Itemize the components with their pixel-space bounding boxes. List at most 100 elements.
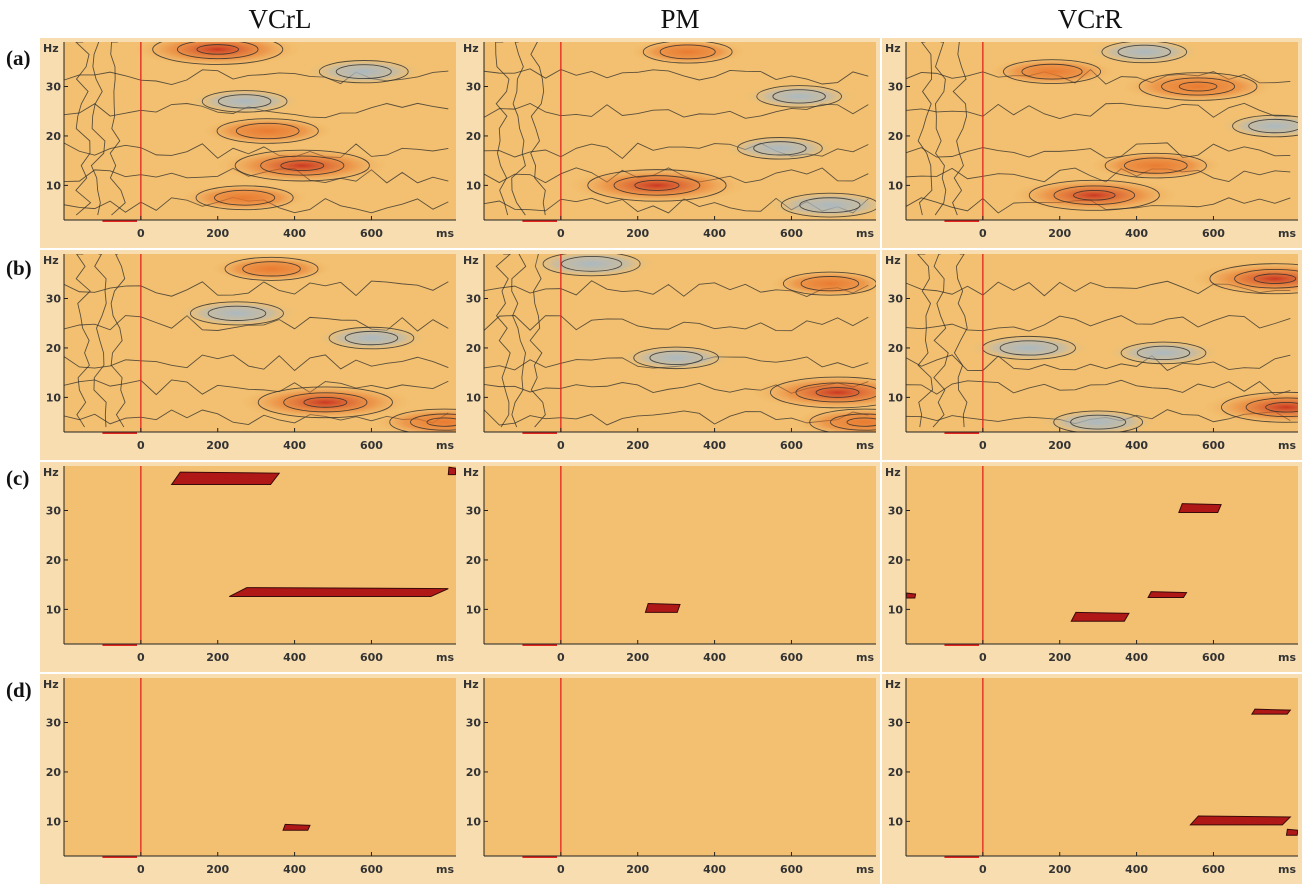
x-tick-label: 200 <box>206 863 229 876</box>
x-axis-label: ms <box>856 651 874 664</box>
contour-line <box>410 413 456 431</box>
panel-plot-a-vcrr: Hz 10 20 30 0 200 400 600 ms <box>882 38 1302 248</box>
contour-line <box>495 42 510 216</box>
y-tick-label: 10 <box>46 603 62 616</box>
x-tick-label: 200 <box>206 227 229 240</box>
y-tick-label: 30 <box>888 717 904 730</box>
contour-line <box>953 254 968 428</box>
x-tick-label: 200 <box>626 651 649 664</box>
contour-line <box>1178 81 1218 92</box>
significance-cluster <box>229 587 449 598</box>
spectral-blob <box>1106 340 1220 366</box>
plot-background <box>906 678 1298 856</box>
contour-line <box>328 326 415 350</box>
contour-line <box>1123 157 1188 174</box>
contour-line <box>90 42 106 216</box>
contour-line <box>934 42 947 216</box>
y-tick-label: 30 <box>888 505 904 518</box>
x-tick-label: 0 <box>557 863 565 876</box>
x-tick-label: 200 <box>626 863 649 876</box>
x-tick-label: 600 <box>780 227 803 240</box>
significance-cluster <box>1189 815 1292 826</box>
spectral-blob <box>1119 70 1277 103</box>
contour-line <box>196 44 239 55</box>
y-axis-label: Hz <box>463 254 479 267</box>
x-tick-label: 0 <box>557 227 565 240</box>
x-tick-label: 400 <box>283 227 306 240</box>
contour-line <box>1104 152 1207 179</box>
y-tick-label: 20 <box>888 130 904 143</box>
spectral-blob <box>212 147 392 184</box>
y-tick-label: 10 <box>466 391 482 404</box>
contour-line <box>906 315 1291 332</box>
contour-line <box>75 254 91 428</box>
contour-line <box>799 197 861 214</box>
x-tick-label: 400 <box>1125 651 1148 664</box>
x-axis-label: ms <box>1278 227 1296 240</box>
plot-background <box>64 678 456 856</box>
y-axis-label: Hz <box>885 466 901 479</box>
x-tick-label: 400 <box>283 651 306 664</box>
spectral-blob <box>235 384 415 421</box>
panel-d-vcrr: Hz 10 20 30 0 200 400 600 ms <box>882 674 1302 884</box>
x-tick-label: 200 <box>206 439 229 452</box>
contour-line <box>152 42 284 65</box>
y-tick-label: 30 <box>46 505 62 518</box>
contour-line <box>542 254 641 277</box>
y-tick-label: 30 <box>46 81 62 94</box>
spectral-blob <box>526 254 657 278</box>
contour-line <box>303 396 348 408</box>
x-axis-label: ms <box>856 863 874 876</box>
contour-line <box>649 350 703 365</box>
contour-line <box>280 160 325 171</box>
y-tick-label: 30 <box>46 717 62 730</box>
contour-line <box>906 167 1291 183</box>
x-tick-label: 600 <box>780 863 803 876</box>
contour-line <box>830 413 876 431</box>
y-tick-label: 10 <box>46 815 62 828</box>
y-tick-label: 20 <box>46 342 62 355</box>
contour-line <box>917 254 934 428</box>
panel-plot-b-vcrl: Hz 10 20 30 0 200 400 600 ms <box>40 250 460 460</box>
column-title-vcrl: VCrL <box>248 4 312 34</box>
contour-line <box>214 189 276 206</box>
plot-background <box>484 466 876 644</box>
contour-line <box>1070 414 1127 430</box>
y-tick-label: 20 <box>46 554 62 567</box>
x-tick-label: 400 <box>1125 227 1148 240</box>
y-tick-label: 30 <box>466 505 482 518</box>
y-tick-label: 10 <box>888 391 904 404</box>
spectral-blob <box>1088 151 1224 181</box>
contour-line <box>93 254 107 428</box>
x-tick-label: 400 <box>283 863 306 876</box>
x-tick-label: 200 <box>206 651 229 664</box>
contour-line <box>780 192 876 218</box>
significance-cluster <box>644 602 681 613</box>
x-tick-label: 0 <box>557 439 565 452</box>
x-tick-label: 600 <box>780 651 803 664</box>
x-tick-label: 600 <box>780 439 803 452</box>
spectral-blob <box>742 83 856 110</box>
y-axis-label: Hz <box>43 42 59 55</box>
contour-line <box>64 354 449 372</box>
spectral-blob <box>966 334 1091 362</box>
spectral-blob <box>188 88 302 115</box>
x-axis-label: ms <box>436 439 454 452</box>
contour-line <box>1209 263 1298 295</box>
contour-line <box>176 42 259 60</box>
contour-line <box>809 408 876 432</box>
row-label-c: (c) <box>6 466 30 490</box>
contour-line <box>195 185 294 211</box>
contour-line <box>1245 397 1298 418</box>
y-tick-label: 10 <box>466 603 482 616</box>
panel-plot-d-pm: Hz 10 20 30 0 200 400 600 ms <box>460 674 880 884</box>
contour-line <box>235 122 300 140</box>
y-tick-label: 10 <box>46 391 62 404</box>
contour-line <box>335 64 392 80</box>
panel-a-vcrl: Hz 10 20 30 0 200 400 600 ms <box>40 38 460 248</box>
significance-cluster <box>906 592 917 599</box>
x-axis-label: ms <box>856 227 874 240</box>
contour-line <box>257 386 393 419</box>
contour-line <box>795 382 876 403</box>
